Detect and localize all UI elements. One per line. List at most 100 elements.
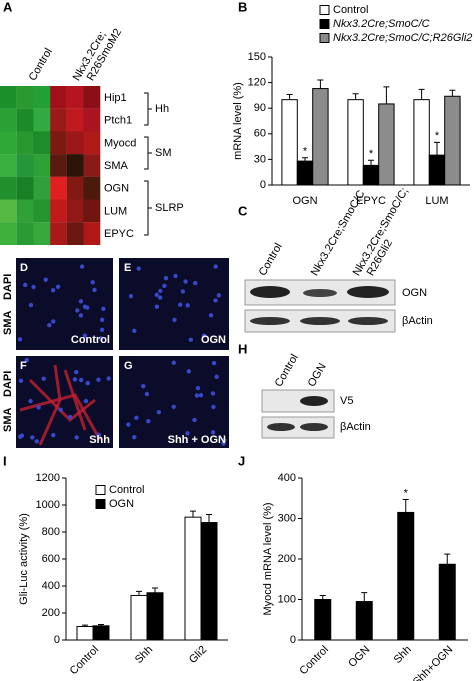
nucleus [141, 383, 146, 389]
y-tick-label: 200 [42, 607, 60, 619]
significance: * [404, 487, 409, 499]
nucleus [185, 303, 190, 308]
x-tick-label: Shh [392, 644, 414, 666]
nucleus [213, 298, 218, 303]
nucleus [144, 391, 150, 397]
bar [200, 522, 218, 641]
bar [397, 511, 415, 641]
heat-cell [83, 108, 101, 132]
y-tick-label: 1000 [36, 499, 60, 511]
bar [296, 160, 314, 186]
y-tick-label: 800 [42, 526, 60, 538]
nucleus [74, 369, 79, 375]
nucleus [98, 336, 104, 341]
column-label: Control [257, 241, 285, 278]
heat-cell [66, 222, 84, 245]
row-label: Myocd [104, 137, 136, 149]
heat-cell [0, 131, 17, 155]
bar [184, 516, 202, 641]
condition-label: Shh [89, 434, 110, 446]
band-label: βActin [340, 421, 371, 433]
nucleus [30, 435, 35, 440]
blot-box [261, 416, 335, 439]
error-bar [152, 587, 158, 593]
error-bar [434, 141, 440, 156]
y-tick-label: 0 [54, 634, 60, 646]
micrograph [119, 258, 229, 350]
stain-label: DAPI [2, 371, 14, 397]
heat-cell [33, 222, 51, 245]
nucleus [210, 430, 216, 435]
nucleus [92, 287, 97, 293]
band [267, 423, 295, 431]
y-tick-label: 300 [278, 512, 296, 524]
nucleus [128, 293, 134, 299]
nucleus [132, 434, 137, 440]
nucleus [101, 306, 106, 312]
column-label: Control [27, 46, 55, 83]
bar [362, 164, 380, 186]
group-label: Hh [155, 103, 169, 115]
heat-cell [50, 199, 67, 223]
nucleus [55, 284, 61, 289]
y-tick-label: 200 [278, 553, 296, 565]
bar [314, 599, 332, 641]
heat-cell [0, 86, 17, 109]
nucleus [43, 277, 48, 282]
y-tick-label: 120 [248, 77, 266, 89]
y-tick-label: 0 [290, 634, 296, 646]
legend-label: Control [333, 4, 368, 16]
y-axis-label: Myocd mRNA level (%) [262, 502, 274, 615]
nucleus [163, 276, 169, 281]
y-tick-label: 0 [260, 179, 266, 191]
nucleus [171, 404, 176, 410]
bar [413, 99, 430, 186]
error-bar [82, 624, 88, 627]
nucleus [211, 360, 217, 366]
group-bracket [144, 92, 152, 236]
nucleus [51, 432, 56, 438]
nucleus [31, 284, 36, 290]
nucleus [99, 317, 105, 323]
nucleus [136, 266, 141, 271]
nucleus [126, 422, 131, 427]
nucleus [146, 418, 151, 424]
heat-cell [16, 222, 34, 245]
heat-cell [16, 131, 34, 155]
nucleus [185, 431, 190, 436]
error-bar [190, 510, 196, 518]
band [300, 423, 328, 431]
band [347, 286, 389, 298]
band [348, 317, 388, 325]
row-label: Ptch1 [104, 115, 132, 127]
band [250, 286, 290, 298]
panel-letter: A [3, 0, 13, 14]
bar [428, 154, 446, 186]
heat-cell [66, 176, 84, 200]
nucleus [132, 328, 137, 334]
nucleus [24, 357, 29, 363]
nucleus [213, 264, 218, 269]
bar [130, 594, 148, 641]
panel-letter: D [20, 262, 28, 274]
y-tick-label: 400 [278, 472, 296, 484]
nucleus [85, 305, 90, 310]
bar [347, 99, 364, 186]
x-tick-label: LUM [425, 195, 448, 207]
heat-cell [0, 222, 17, 245]
nucleus [82, 333, 88, 338]
y-tick-label: 100 [278, 593, 296, 605]
blot-box [261, 389, 335, 413]
nucleus [201, 333, 207, 338]
heat-cell [66, 154, 84, 177]
nucleus [28, 302, 34, 308]
bar [76, 626, 94, 641]
micrograph [119, 356, 229, 448]
row-label: EPYC [104, 228, 134, 240]
nucleus [99, 327, 105, 333]
nucleus [134, 415, 139, 420]
nucleus [68, 414, 73, 420]
heat-cell [83, 176, 101, 200]
heat-cell [33, 154, 51, 177]
heat-cell [0, 108, 17, 132]
